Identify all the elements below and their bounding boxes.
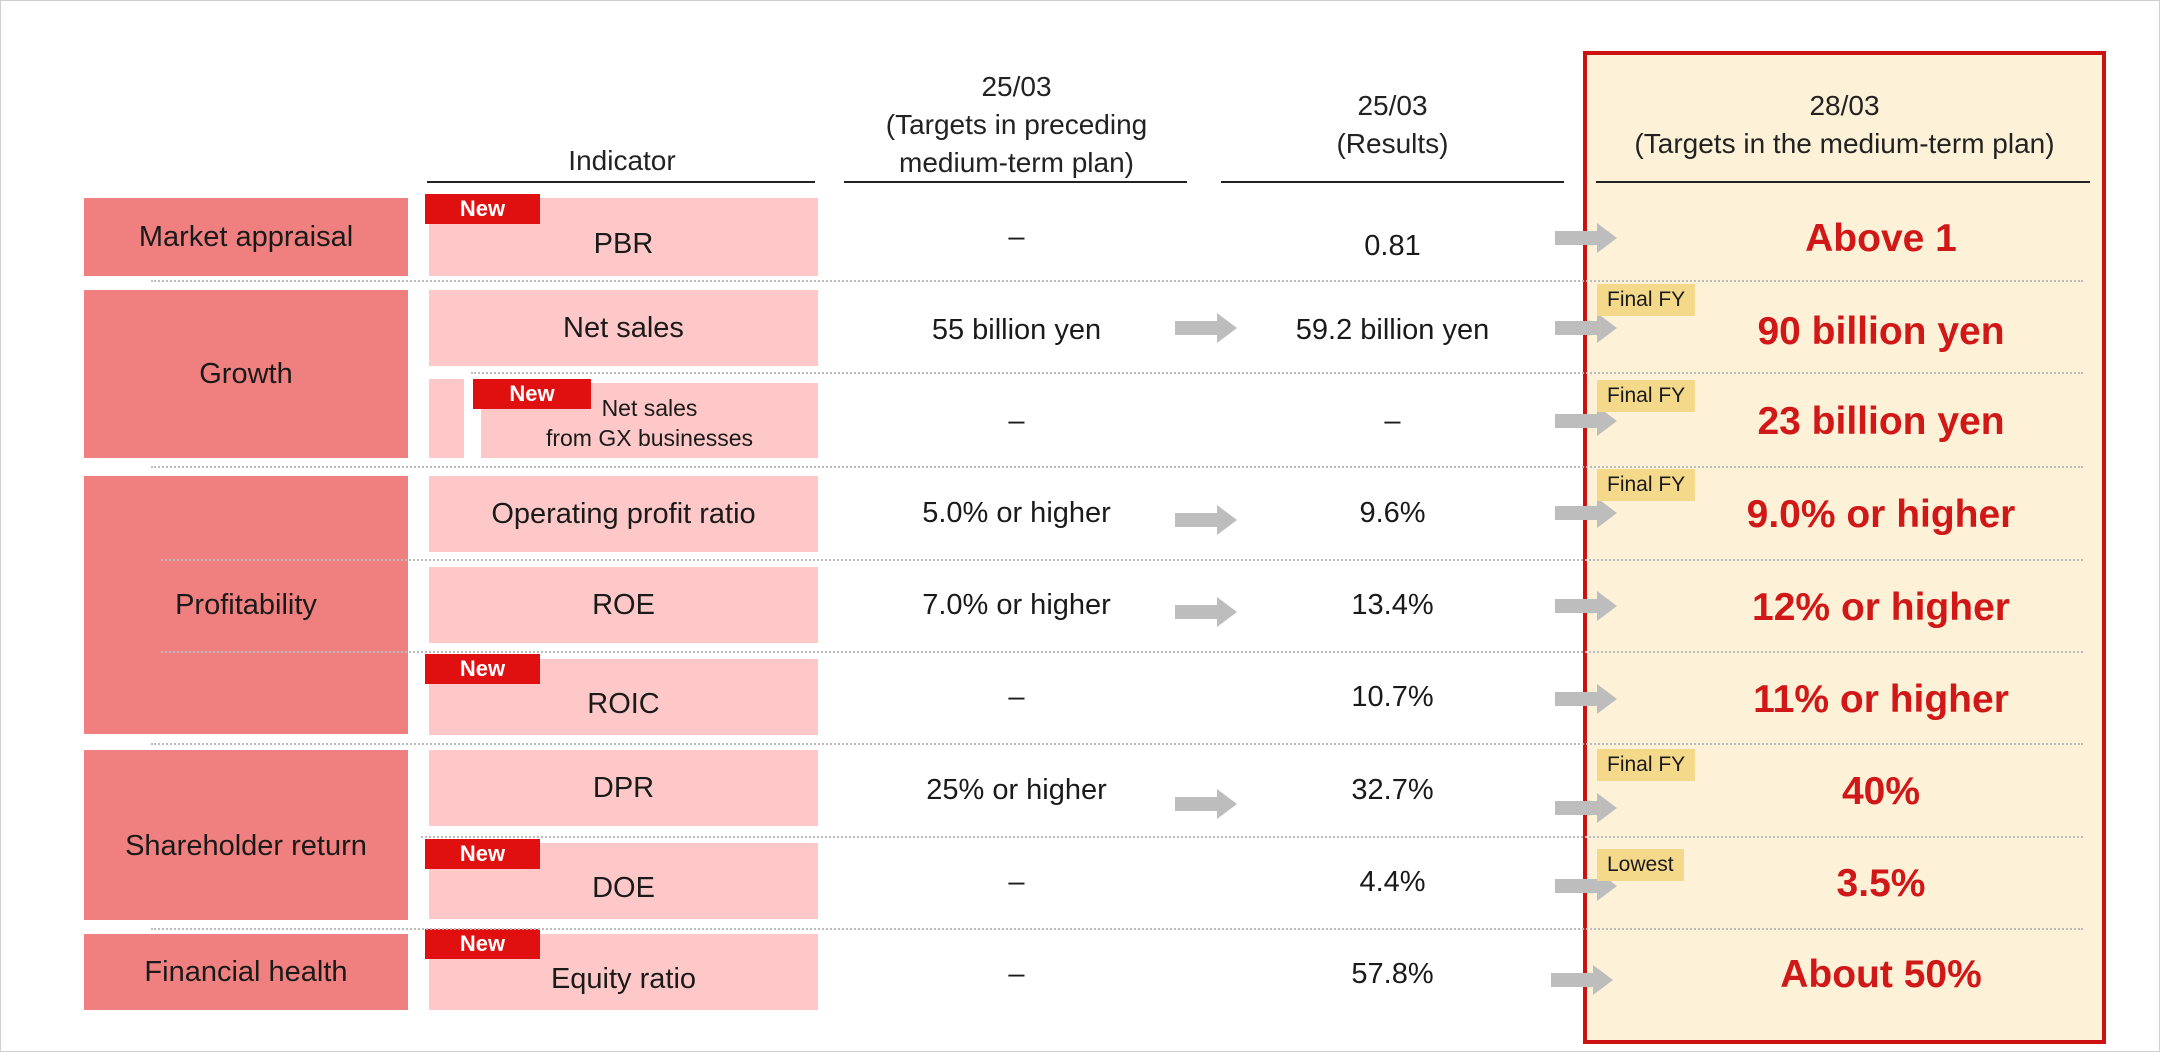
new-target-value: 40% — [1841, 770, 1921, 813]
indicator-net-sales-gx-line2: from GX businesses — [545, 424, 754, 451]
new-target-value: 90 billion yen — [1757, 310, 2005, 353]
category-financial-health: Financial health — [84, 934, 408, 1010]
category-market-appraisal: Market appraisal — [84, 198, 408, 276]
right-arrow-icon — [1175, 505, 1237, 535]
category-shareholder-return: Shareholder return — [84, 750, 408, 920]
result-value: 32.7% — [1351, 773, 1434, 806]
right-arrow-icon — [1555, 498, 1617, 528]
prev-target-value: – — [1008, 957, 1025, 990]
indicator-dpr: DPR — [429, 750, 818, 826]
right-arrow-icon — [1175, 313, 1237, 343]
right-arrow-icon — [1555, 406, 1617, 436]
prev-target-header-line1: 25/03 — [981, 71, 1052, 102]
right-arrow-icon — [1175, 597, 1237, 627]
result-value: 57.8% — [1351, 957, 1434, 990]
indicator-net-sales: Net sales — [429, 290, 818, 366]
new-target-value: 3.5% — [1836, 862, 1926, 905]
indicator-connector — [429, 379, 464, 458]
result-value: 9.6% — [1359, 496, 1426, 529]
prev-target-header: 25/03 (Targets in preceding medium-term … — [844, 68, 1189, 182]
final-fy-badge: Final FY — [1597, 469, 1696, 501]
category-profitability: Profitability — [84, 476, 408, 734]
results-header-line2: (Results) — [1336, 128, 1449, 159]
row-separator — [151, 466, 2083, 468]
indicator-net-sales-gx: Net sales from GX businesses — [481, 383, 818, 458]
row-separator — [151, 928, 2083, 930]
new-badge: New — [425, 929, 540, 959]
new-badge: New — [425, 194, 540, 224]
new-target-header-line1: 28/03 — [1809, 90, 1880, 121]
right-arrow-icon — [1555, 684, 1617, 714]
right-arrow-icon — [1555, 313, 1617, 343]
indicator-operating-profit-ratio: Operating profit ratio — [429, 476, 818, 552]
new-badge: New — [425, 839, 540, 869]
prev-target-value: 25% or higher — [926, 773, 1107, 806]
result-value: 10.7% — [1351, 680, 1434, 713]
result-value: 13.4% — [1351, 588, 1434, 621]
prev-target-value: – — [1008, 865, 1025, 898]
prev-target-value: 55 billion yen — [931, 313, 1102, 346]
row-separator — [471, 372, 2083, 374]
final-fy-badge: Final FY — [1597, 380, 1696, 412]
row-separator — [421, 836, 2083, 838]
results-header: 25/03 (Results) — [1221, 87, 1564, 163]
header-underline — [1221, 181, 1564, 183]
new-target-value: About 50% — [1780, 953, 1982, 996]
category-growth: Growth — [84, 290, 408, 458]
prev-target-value: – — [1008, 680, 1025, 713]
result-value: – — [1384, 404, 1401, 437]
result-value: 0.81 — [1364, 229, 1421, 262]
prev-target-value: 7.0% or higher — [922, 588, 1111, 621]
right-arrow-icon — [1551, 965, 1613, 995]
result-value: 59.2 billion yen — [1295, 313, 1490, 346]
new-target-header-line2: (Targets in the medium-term plan) — [1634, 128, 2055, 159]
row-separator — [161, 651, 2083, 653]
indicator-header: Indicator — [568, 145, 676, 176]
new-target-value: 12% or higher — [1752, 586, 2010, 629]
right-arrow-icon — [1555, 591, 1617, 621]
prev-target-value: – — [1008, 404, 1025, 437]
right-arrow-icon — [1175, 789, 1237, 819]
result-value: 4.4% — [1359, 865, 1426, 898]
right-arrow-icon — [1555, 223, 1617, 253]
row-separator — [161, 559, 2083, 561]
new-target-value: 9.0% or higher — [1746, 493, 2016, 536]
header-underline — [427, 181, 815, 183]
final-fy-badge: Final FY — [1597, 749, 1696, 781]
new-badge: New — [473, 379, 591, 409]
lowest-badge: Lowest — [1597, 849, 1684, 881]
header-underline — [1596, 181, 2090, 183]
right-arrow-icon — [1555, 793, 1617, 823]
prev-target-value: – — [1008, 220, 1025, 253]
prev-target-value: 5.0% or higher — [922, 496, 1111, 529]
new-target-value: Above 1 — [1805, 217, 1957, 260]
indicator-net-sales-gx-line1: Net sales — [601, 394, 698, 421]
new-target-value: 11% or higher — [1753, 678, 2009, 721]
row-separator — [151, 743, 2083, 745]
prev-target-header-line3: medium-term plan) — [899, 147, 1134, 178]
new-target-value: 23 billion yen — [1757, 400, 2005, 443]
header-underline — [844, 181, 1187, 183]
new-target-header: 28/03 (Targets in the medium-term plan) — [1596, 87, 2093, 163]
new-badge: New — [425, 654, 540, 684]
indicator-roe: ROE — [429, 567, 818, 643]
row-separator — [151, 280, 2083, 282]
results-header-line1: 25/03 — [1357, 90, 1428, 121]
final-fy-badge: Final FY — [1597, 284, 1696, 316]
prev-target-header-line2: (Targets in preceding — [885, 109, 1148, 140]
